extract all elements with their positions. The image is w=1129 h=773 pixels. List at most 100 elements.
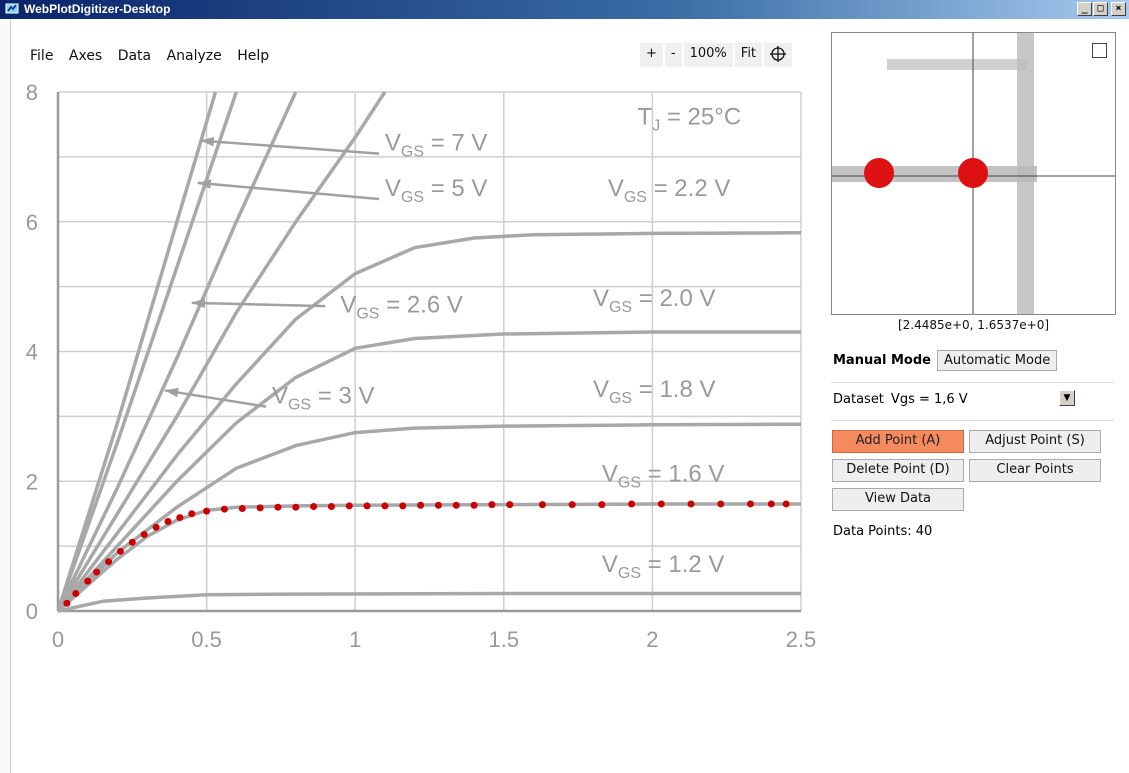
dataset-dropdown-icon[interactable]: ▼ (1059, 390, 1075, 406)
digitized-point[interactable] (203, 507, 211, 515)
digitized-point[interactable] (746, 500, 754, 508)
digitized-point[interactable] (598, 501, 606, 509)
series-label: VGS = 7 V (385, 129, 488, 160)
y-tick-label: 8 (26, 80, 38, 105)
menu-bar: File Axes Data Analyze Help (30, 48, 280, 64)
digitized-point[interactable] (381, 502, 389, 510)
app-icon (5, 3, 19, 14)
automatic-mode-button[interactable]: Automatic Mode (936, 350, 1058, 371)
menu-axes[interactable]: Axes (68, 48, 103, 64)
view-data-button[interactable]: View Data (832, 488, 964, 511)
digitized-point[interactable] (506, 501, 514, 509)
data-points-value: 40 (915, 524, 933, 539)
zoom-in-button[interactable]: + (640, 43, 663, 67)
x-tick-label: 2 (646, 627, 658, 652)
digitized-point[interactable] (72, 589, 80, 597)
window-left-border (0, 19, 11, 773)
digitized-point[interactable] (310, 503, 318, 511)
window-title: WebPlotDigitizer-Desktop (24, 2, 171, 16)
digitized-point[interactable] (116, 547, 124, 555)
digitized-point[interactable] (176, 514, 184, 522)
digitized-point[interactable] (238, 504, 246, 512)
series-line (58, 91, 298, 612)
label-arrow-head (200, 136, 215, 147)
clear-points-button[interactable]: Clear Points (969, 459, 1101, 482)
label-arrow-head (197, 179, 212, 189)
data-points-label: Data Points: (833, 524, 912, 539)
digitized-point[interactable] (717, 500, 725, 508)
digitized-point[interactable] (782, 500, 790, 508)
series-label: VGS = 1.6 V (602, 460, 725, 491)
menu-help[interactable]: Help (237, 48, 270, 64)
maximize-button[interactable]: □ (1093, 2, 1108, 16)
label-arrow (200, 139, 380, 155)
digitized-point[interactable] (63, 599, 71, 607)
digitized-point[interactable] (152, 523, 160, 531)
x-tick-label: 1 (349, 627, 361, 652)
manual-mode-label[interactable]: Manual Mode (833, 353, 931, 368)
minimize-button[interactable]: _ (1077, 2, 1092, 16)
digitized-point[interactable] (452, 501, 460, 509)
magnifier-view (831, 32, 1116, 315)
menu-file[interactable]: File (30, 48, 54, 64)
digitized-point[interactable] (256, 504, 264, 512)
zoom-toolbar: + - 100% Fit (640, 43, 793, 67)
digitized-point[interactable] (140, 530, 148, 538)
digitized-point[interactable] (292, 503, 300, 511)
digitized-point[interactable] (568, 501, 576, 509)
maximize-magnifier-icon[interactable] (1092, 43, 1107, 58)
digitized-point[interactable] (628, 500, 636, 508)
cursor-coordinates: [2.4485e+0, 1.6537e+0] (897, 318, 1050, 332)
digitized-point[interactable] (399, 502, 407, 510)
digitized-point[interactable] (767, 500, 775, 508)
plot-canvas[interactable]: 0 0.5 1 1.5 2 2.5 0 2 4 6 8 VGS = 7 V VGS = 5 V VGS =… (11, 70, 821, 680)
x-tick-label: 2.5 (786, 627, 817, 652)
digitized-point[interactable] (687, 500, 695, 508)
digitized-point[interactable] (470, 501, 478, 509)
dataset-select[interactable]: Vgs = 1,6 V (890, 392, 968, 407)
series-label: VGS = 1.8 V (593, 376, 716, 407)
digitized-point[interactable] (274, 503, 282, 511)
digitized-point[interactable] (488, 501, 496, 509)
digitized-point[interactable] (105, 558, 113, 566)
dataset-label: Dataset (833, 392, 884, 407)
digitized-point[interactable] (363, 502, 371, 510)
digitized-point[interactable] (164, 517, 172, 525)
series-line (58, 422, 802, 613)
digitized-point[interactable] (188, 510, 196, 518)
digitized-point[interactable] (538, 501, 546, 509)
series-label: VGS = 2.0 V (593, 285, 716, 316)
menu-data[interactable]: Data (117, 48, 152, 64)
series-line (58, 231, 802, 613)
label-arrow (197, 181, 380, 201)
y-tick-label: 6 (26, 210, 38, 235)
digitized-point[interactable] (93, 568, 101, 576)
series-label: VGS = 3 V (272, 382, 375, 413)
digitized-point[interactable] (434, 501, 442, 509)
menu-analyze[interactable]: Analyze (166, 48, 222, 64)
digitized-point[interactable] (220, 505, 228, 513)
series-line (58, 330, 801, 613)
digitized-point[interactable] (657, 500, 665, 508)
close-button[interactable]: × (1111, 2, 1126, 16)
zoom-level-button[interactable]: 100% (683, 43, 733, 67)
add-point-button[interactable]: Add Point (A) (832, 430, 964, 453)
data-points-count: Data Points: 40 (833, 524, 932, 539)
series-line (58, 91, 218, 612)
series-label: VGS = 5 V (385, 175, 488, 206)
series-line (58, 591, 801, 613)
crosshair-icon[interactable] (764, 43, 793, 67)
digitized-point[interactable] (417, 501, 425, 509)
digitized-point[interactable] (84, 577, 92, 585)
zoom-out-button[interactable]: - (664, 43, 682, 67)
adjust-point-button[interactable]: Adjust Point (S) (969, 430, 1101, 453)
y-tick-label: 4 (26, 340, 38, 365)
digitized-point[interactable] (327, 503, 335, 511)
label-arrow-head (164, 387, 179, 398)
digitized-point[interactable] (345, 502, 353, 510)
digitized-point[interactable] (128, 538, 136, 546)
series-label: VGS = 1.2 V (602, 551, 725, 582)
delete-point-button[interactable]: Delete Point (D) (832, 459, 964, 482)
chart-svg[interactable]: 0 0.5 1 1.5 2 2.5 0 2 4 6 8 VGS = 7 V VGS = 5 V VGS =… (11, 70, 821, 680)
zoom-fit-button[interactable]: Fit (734, 43, 763, 67)
